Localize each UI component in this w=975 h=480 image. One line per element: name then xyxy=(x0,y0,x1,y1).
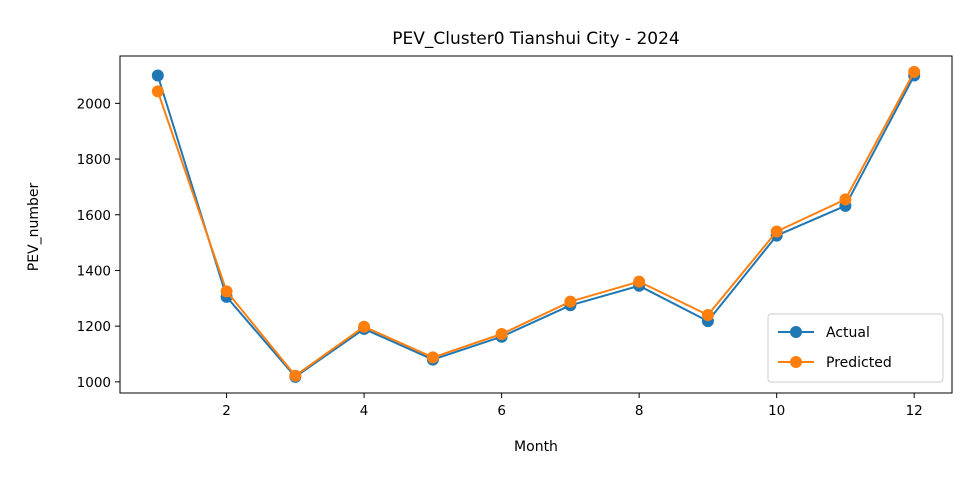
x-tick-label: 6 xyxy=(497,403,506,419)
data-point-predicted xyxy=(701,309,714,322)
y-axis-label: PEV_number xyxy=(26,183,42,272)
data-point-predicted xyxy=(770,225,783,238)
data-point-predicted xyxy=(426,351,439,364)
data-point-predicted xyxy=(151,85,164,98)
y-tick-label: 1000 xyxy=(77,375,111,391)
series-line-actual xyxy=(156,75,916,378)
x-tick-label: 4 xyxy=(360,403,369,419)
chart-title: PEV_Cluster0 Tianshui City - 2024 xyxy=(392,29,680,49)
y-tick-label: 1800 xyxy=(77,152,111,168)
y-tick-label: 1200 xyxy=(77,319,111,335)
legend: Actual Predicted xyxy=(767,313,944,383)
data-point-predicted xyxy=(564,295,577,308)
x-tick-label: 8 xyxy=(635,403,644,419)
legend-label: Actual xyxy=(826,325,870,341)
x-axis-label: Month xyxy=(514,439,558,455)
data-point-predicted xyxy=(495,327,508,340)
y-tick-label: 1600 xyxy=(77,208,111,224)
legend-marker xyxy=(790,326,802,338)
data-point-predicted xyxy=(358,320,371,333)
x-tick-label: 2 xyxy=(222,403,231,419)
y-tick-label: 1400 xyxy=(77,263,111,279)
data-point-predicted xyxy=(289,369,302,382)
data-point-predicted xyxy=(633,275,646,288)
plot-frame xyxy=(119,55,953,394)
series-line-predicted xyxy=(156,71,916,377)
x-tick-label: 10 xyxy=(768,403,785,419)
legend-label: Predicted xyxy=(826,355,892,371)
y-tick-label: 2000 xyxy=(77,96,111,112)
data-point-predicted xyxy=(220,285,233,298)
data-point-actual xyxy=(151,69,164,82)
legend-marker xyxy=(790,356,802,368)
data-point-predicted xyxy=(908,65,921,78)
x-tick-label: 12 xyxy=(906,403,923,419)
data-point-predicted xyxy=(839,193,852,206)
